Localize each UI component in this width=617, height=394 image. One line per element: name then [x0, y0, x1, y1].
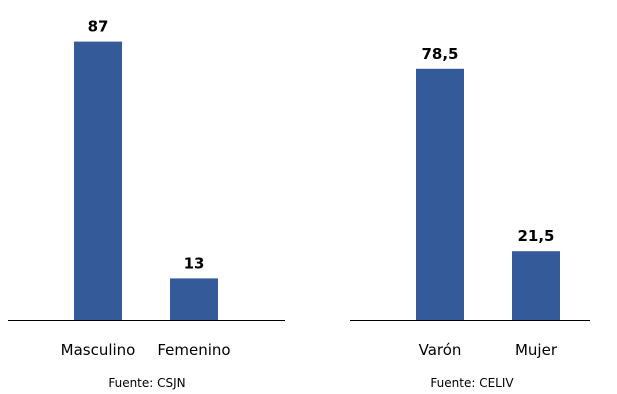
- chart-celiv: 78,5 Varón 21,5 Mujer Fuente: CELIV: [350, 45, 590, 390]
- bar-masculino: [74, 41, 122, 320]
- data-label: 13: [184, 254, 205, 272]
- x-tick-label: Femenino: [157, 341, 230, 359]
- x-tick-label: Varón: [419, 341, 462, 359]
- data-label: 87: [88, 18, 109, 36]
- source-note: Fuente: CELIV: [430, 376, 514, 390]
- chart-csjn: 87 Masculino 13 Femenino Fuente: CSJN: [8, 18, 285, 390]
- data-label: 21,5: [517, 227, 554, 245]
- source-note: Fuente: CSJN: [108, 376, 185, 390]
- bar-femenino: [170, 278, 218, 320]
- data-label: 78,5: [421, 45, 458, 63]
- bar-var-n: [416, 68, 464, 320]
- bar-mujer: [512, 251, 560, 320]
- x-tick-label: Mujer: [515, 341, 558, 359]
- x-tick-label: Masculino: [61, 341, 136, 359]
